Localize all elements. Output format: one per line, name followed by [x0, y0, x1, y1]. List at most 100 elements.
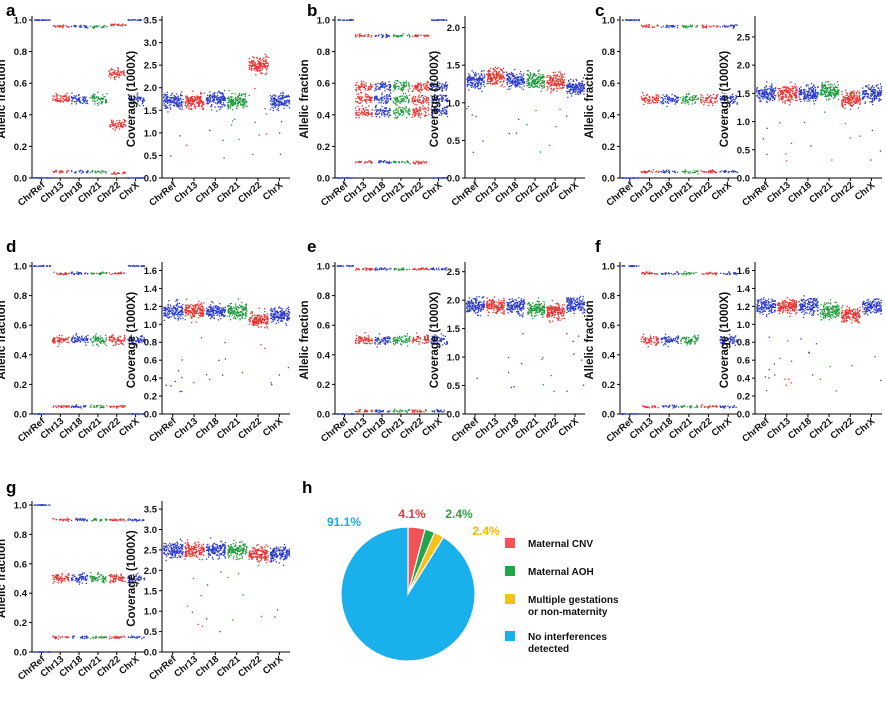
point [474, 78, 475, 79]
point [664, 96, 665, 97]
point [214, 100, 215, 101]
point [683, 100, 684, 101]
point [666, 96, 667, 97]
point [286, 96, 287, 97]
point [54, 172, 55, 173]
point [79, 171, 80, 172]
point [375, 107, 376, 108]
point [408, 113, 409, 114]
point [788, 99, 789, 100]
point [716, 172, 717, 173]
point [518, 119, 519, 120]
point [356, 113, 357, 114]
point [137, 177, 138, 178]
point [822, 84, 823, 85]
point [106, 26, 107, 27]
point [812, 87, 813, 88]
y-axis-label: Allelic fraction [299, 59, 311, 138]
point [206, 98, 207, 99]
point [197, 98, 198, 99]
point [501, 85, 502, 86]
point [426, 35, 427, 36]
point [516, 80, 517, 81]
point [246, 106, 247, 107]
point [278, 110, 279, 111]
point [244, 104, 245, 105]
point [539, 85, 540, 86]
point [358, 85, 359, 86]
point [532, 77, 533, 78]
point [703, 104, 704, 105]
point [784, 90, 785, 91]
point [644, 98, 645, 99]
x-tick-label: Chr18 [786, 180, 814, 206]
point [275, 102, 276, 103]
point [414, 110, 415, 111]
point [732, 25, 733, 26]
point [579, 85, 580, 86]
point [555, 75, 556, 76]
x-tick-label: ChrX [710, 179, 735, 202]
point [52, 98, 53, 99]
point [544, 84, 545, 85]
point [363, 81, 364, 82]
point [71, 93, 72, 94]
point [686, 100, 687, 101]
point [93, 94, 94, 95]
point [625, 177, 626, 178]
point [426, 84, 427, 85]
point [369, 160, 370, 161]
point [112, 74, 113, 75]
x-tick-label: Chr22 [236, 180, 264, 206]
point [499, 76, 500, 77]
point [653, 97, 654, 98]
point [426, 85, 427, 86]
point [255, 70, 256, 71]
point [405, 86, 406, 87]
point [61, 171, 62, 172]
point [446, 20, 447, 21]
point [564, 85, 565, 86]
point [384, 90, 385, 91]
point [364, 111, 365, 112]
point [163, 101, 164, 102]
point [378, 87, 379, 88]
point [398, 86, 399, 87]
point [357, 102, 358, 103]
point [419, 110, 420, 111]
y-tick-label: 1.0 [447, 98, 460, 109]
point [80, 101, 81, 102]
point [280, 101, 281, 102]
point [163, 97, 164, 98]
point [217, 95, 218, 96]
point [509, 83, 510, 84]
point [423, 101, 424, 102]
point [577, 86, 578, 87]
point [703, 26, 704, 27]
point [498, 67, 499, 68]
point [481, 85, 482, 86]
point [400, 96, 401, 97]
point [661, 97, 662, 98]
point [105, 99, 106, 100]
point [506, 82, 507, 83]
point [250, 65, 251, 66]
point [278, 98, 279, 99]
point [75, 171, 76, 172]
point [530, 74, 531, 75]
point [353, 177, 354, 178]
point [516, 74, 517, 75]
point [468, 84, 469, 85]
point [792, 86, 793, 87]
point [695, 172, 696, 173]
point [287, 105, 288, 106]
y-tick-label: 0.0 [447, 174, 460, 185]
point [764, 97, 765, 98]
point [829, 94, 830, 95]
y-axis-label: Coverage (1000X) [719, 51, 731, 148]
point [486, 83, 487, 84]
point [72, 100, 73, 101]
point [826, 90, 827, 91]
point [734, 171, 735, 172]
